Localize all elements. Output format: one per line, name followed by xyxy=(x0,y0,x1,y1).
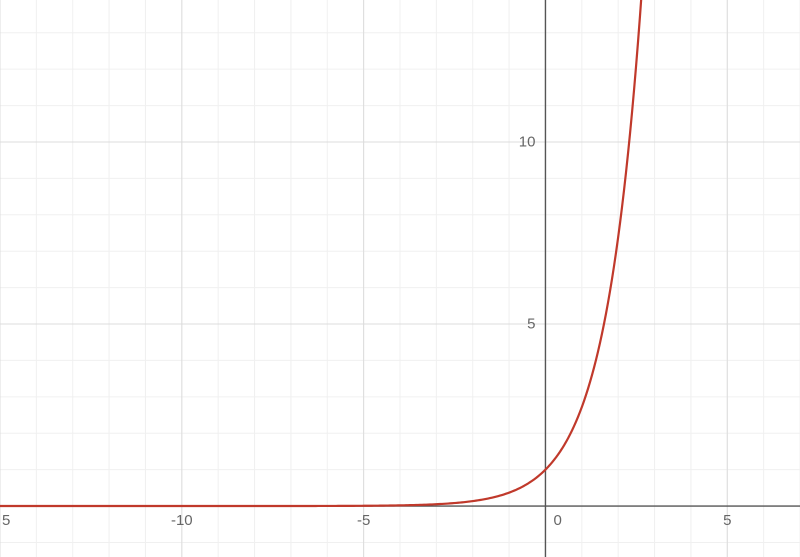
y-tick-label: 10 xyxy=(519,133,536,150)
x-tick-label: 5 xyxy=(2,512,10,529)
x-tick-label: -5 xyxy=(357,512,370,529)
x-tick-label: 5 xyxy=(723,512,731,529)
x-tick-label: 0 xyxy=(553,512,561,529)
x-tick-label: -10 xyxy=(171,512,193,529)
plot-canvas xyxy=(0,0,800,557)
y-tick-label: 5 xyxy=(527,316,535,333)
exponential-chart: 5 -10 -5 0 5 5 10 xyxy=(0,0,800,557)
